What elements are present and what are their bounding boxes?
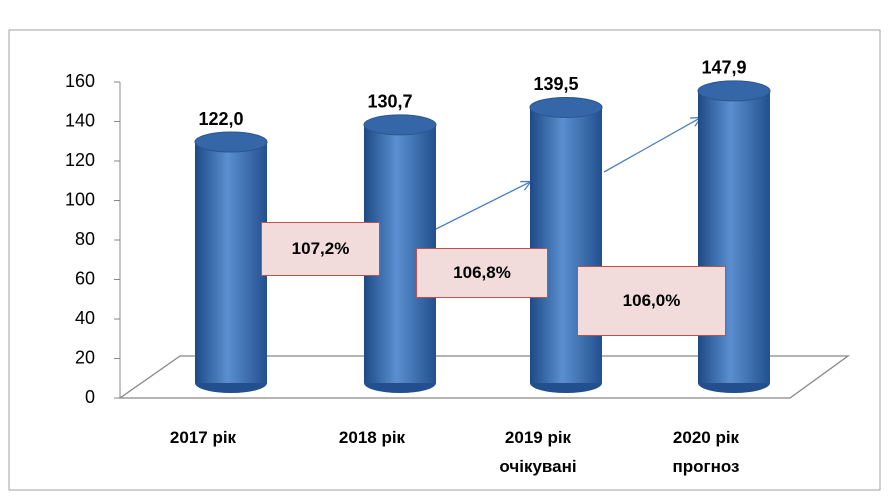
y-tick-label: 140 — [65, 110, 95, 130]
bar — [194, 131, 268, 393]
y-tick-label: 0 — [85, 387, 95, 407]
arrow — [429, 182, 530, 233]
y-tick-label: 80 — [75, 229, 95, 249]
bar-body — [195, 142, 267, 383]
x-tick-label: 2020 рік прогноз — [672, 428, 740, 476]
bar-top — [697, 80, 771, 102]
value-label: 147,9 — [701, 58, 746, 78]
growth-annotation: 106,8% — [416, 248, 548, 298]
arrow — [603, 118, 700, 173]
bar-body — [698, 90, 770, 384]
bar-top — [363, 114, 437, 136]
y-tick-label: 160 — [65, 71, 95, 91]
bar — [529, 96, 603, 393]
x-tick-label: 2018 рік — [338, 428, 406, 447]
chart-border — [8, 29, 881, 491]
floor — [117, 355, 851, 399]
y-tick-label: 20 — [75, 347, 95, 367]
bar-body — [530, 107, 602, 384]
growth-annotation: 106,0% — [577, 266, 726, 336]
value-label: 122,0 — [198, 109, 243, 129]
y-tick-label: 40 — [75, 308, 95, 328]
bar-top — [529, 96, 603, 118]
y-tick-label: 60 — [75, 268, 95, 288]
x-tick-label: 2019 рік очікувані — [499, 428, 577, 476]
y-tick-label: 120 — [65, 150, 95, 170]
y-tick-label: 100 — [65, 189, 95, 209]
value-label: 130,7 — [367, 92, 412, 112]
value-label: 139,5 — [533, 74, 578, 94]
bar — [697, 80, 771, 393]
growth-annotation: 107,2% — [261, 222, 380, 276]
bar-top — [194, 131, 268, 153]
x-tick-label: 2017 рік — [169, 428, 237, 447]
